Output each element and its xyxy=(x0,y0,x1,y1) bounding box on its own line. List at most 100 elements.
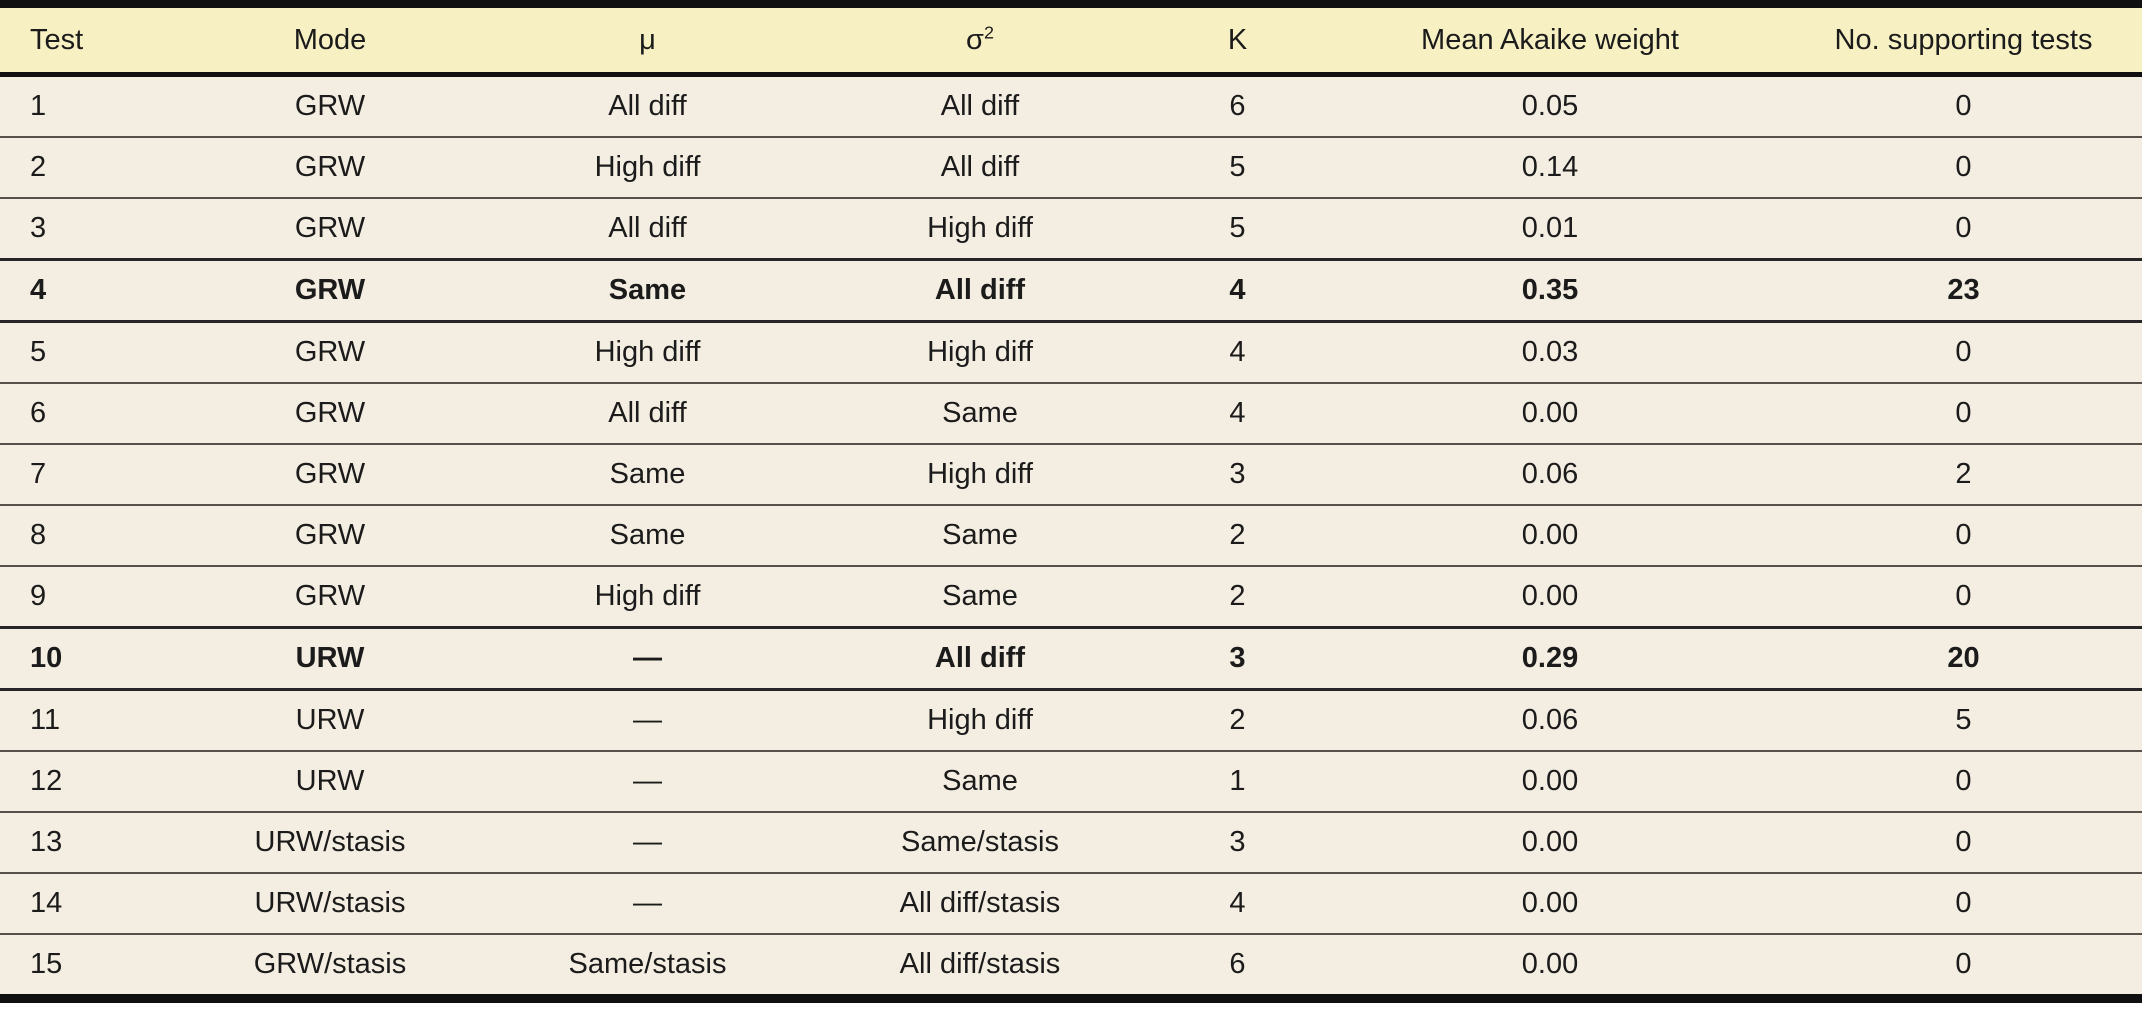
cell-mu: All diff xyxy=(495,197,800,260)
table-row: 8 GRW Same Same 2 0.00 0 xyxy=(0,504,2142,566)
header-no-supporting-tests-label: No. supporting tests xyxy=(1834,23,2093,56)
cell-no-supporting-tests: 23 xyxy=(1785,258,2142,322)
cell-mean-akaike-weight: 0.01 xyxy=(1315,197,1785,260)
cell-sigma-squared: All diff xyxy=(800,74,1160,137)
table-body: 1 GRW All diff All diff 6 0.05 0 2 GRW High diff A… xyxy=(0,74,2142,999)
cell-mode: GRW xyxy=(165,258,495,322)
cell-k: 4 xyxy=(1160,382,1315,444)
cell-k: 4 xyxy=(1160,258,1315,322)
table-row: 14 URW/stasis — All diff/stasis 4 0.00 0 xyxy=(0,872,2142,934)
cell-test: 11 xyxy=(0,688,165,751)
header-mode-label: Mode xyxy=(293,23,367,56)
header-sigma-sup: 2 xyxy=(983,21,994,42)
cell-mean-akaike-weight: 0.00 xyxy=(1315,872,1785,934)
table-row: 12 URW — Same 1 0.00 0 xyxy=(0,750,2142,812)
cell-mean-akaike-weight: 0.00 xyxy=(1315,565,1785,628)
cell-mode: GRW xyxy=(165,197,495,260)
cell-test: 9 xyxy=(0,565,165,628)
cell-mode: GRW xyxy=(165,443,495,505)
cell-mean-akaike-weight: 0.14 xyxy=(1315,136,1785,198)
cell-mode: URW/stasis xyxy=(165,811,495,873)
cell-k: 5 xyxy=(1160,136,1315,198)
cell-mean-akaike-weight: 0.00 xyxy=(1315,811,1785,873)
cell-mean-akaike-weight: 0.06 xyxy=(1315,688,1785,751)
cell-sigma-squared: High diff xyxy=(800,688,1160,751)
cell-sigma-squared: Same xyxy=(800,504,1160,566)
cell-k: 1 xyxy=(1160,750,1315,812)
cell-mode: URW xyxy=(165,750,495,812)
cell-no-supporting-tests: 0 xyxy=(1785,872,2142,934)
cell-sigma-squared: High diff xyxy=(800,320,1160,383)
cell-k: 2 xyxy=(1160,565,1315,628)
table-row-highlighted: 4 GRW Same All diff 4 0.35 23 xyxy=(0,258,2142,322)
cell-test: 12 xyxy=(0,750,165,812)
cell-k: 4 xyxy=(1160,320,1315,383)
table-row: 2 GRW High diff All diff 5 0.14 0 xyxy=(0,136,2142,198)
cell-sigma-squared: All diff xyxy=(800,136,1160,198)
table-row: 1 GRW All diff All diff 6 0.05 0 xyxy=(0,74,2142,137)
cell-sigma-squared: High diff xyxy=(800,443,1160,505)
table-row: 6 GRW All diff Same 4 0.00 0 xyxy=(0,382,2142,444)
cell-mu: Same xyxy=(495,504,800,566)
cell-mu: High diff xyxy=(495,565,800,628)
table-row: 11 URW — High diff 2 0.06 5 xyxy=(0,688,2142,751)
cell-no-supporting-tests: 5 xyxy=(1785,688,2142,751)
header-mean-akaike-weight-label: Mean Akaike weight xyxy=(1421,23,1679,56)
cell-mean-akaike-weight: 0.00 xyxy=(1315,382,1785,444)
cell-mode: URW xyxy=(165,626,495,690)
cell-mean-akaike-weight: 0.29 xyxy=(1315,626,1785,690)
cell-no-supporting-tests: 0 xyxy=(1785,74,2142,137)
cell-test: 14 xyxy=(0,872,165,934)
cell-mu: Same/stasis xyxy=(495,933,800,999)
cell-test: 5 xyxy=(0,320,165,383)
header-no-supporting-tests: No. supporting tests xyxy=(1785,4,2142,77)
cell-mode: GRW xyxy=(165,382,495,444)
cell-k: 3 xyxy=(1160,443,1315,505)
cell-no-supporting-tests: 0 xyxy=(1785,750,2142,812)
cell-mode: GRW xyxy=(165,504,495,566)
header-k-label: K xyxy=(1227,23,1248,56)
cell-mu: — xyxy=(495,872,800,934)
cell-sigma-squared: All diff xyxy=(800,258,1160,322)
cell-sigma-squared: Same/stasis xyxy=(800,811,1160,873)
cell-mode: GRW xyxy=(165,136,495,198)
cell-no-supporting-tests: 20 xyxy=(1785,626,2142,690)
table-header: Test Mode μ σ2 K Mean Akaike weight No. … xyxy=(0,4,2142,77)
header-test: Test xyxy=(0,4,165,77)
cell-no-supporting-tests: 0 xyxy=(1785,320,2142,383)
cell-sigma-squared: All diff/stasis xyxy=(800,872,1160,934)
table-row: 15 GRW/stasis Same/stasis All diff/stasis 6 0… xyxy=(0,933,2142,999)
cell-sigma-squared: High diff xyxy=(800,197,1160,260)
cell-test: 8 xyxy=(0,504,165,566)
table-row: 5 GRW High diff High diff 4 0.03 0 xyxy=(0,320,2142,383)
cell-test: 13 xyxy=(0,811,165,873)
cell-mean-akaike-weight: 0.00 xyxy=(1315,933,1785,999)
cell-mu: High diff xyxy=(495,320,800,383)
cell-sigma-squared: Same xyxy=(800,750,1160,812)
table-row-highlighted: 10 URW — All diff 3 0.29 20 xyxy=(0,626,2142,690)
cell-mode: URW xyxy=(165,688,495,751)
cell-mu: — xyxy=(495,811,800,873)
cell-test: 3 xyxy=(0,197,165,260)
header-mu-label: μ xyxy=(639,23,656,56)
cell-mode: GRW xyxy=(165,74,495,137)
cell-k: 2 xyxy=(1160,688,1315,751)
cell-k: 5 xyxy=(1160,197,1315,260)
header-sigma-squared: σ2 xyxy=(800,4,1160,77)
cell-mu: High diff xyxy=(495,136,800,198)
header-k: K xyxy=(1160,4,1315,77)
cell-k: 3 xyxy=(1160,811,1315,873)
cell-sigma-squared: Same xyxy=(800,565,1160,628)
cell-no-supporting-tests: 0 xyxy=(1785,382,2142,444)
cell-no-supporting-tests: 0 xyxy=(1785,811,2142,873)
cell-no-supporting-tests: 0 xyxy=(1785,933,2142,999)
cell-test: 7 xyxy=(0,443,165,505)
cell-mean-akaike-weight: 0.06 xyxy=(1315,443,1785,505)
cell-mean-akaike-weight: 0.05 xyxy=(1315,74,1785,137)
cell-mu: Same xyxy=(495,443,800,505)
cell-k: 4 xyxy=(1160,872,1315,934)
table-row: 3 GRW All diff High diff 5 0.01 0 xyxy=(0,197,2142,260)
cell-mean-akaike-weight: 0.00 xyxy=(1315,504,1785,566)
cell-sigma-squared: All diff/stasis xyxy=(800,933,1160,999)
table-row: 7 GRW Same High diff 3 0.06 2 xyxy=(0,443,2142,505)
